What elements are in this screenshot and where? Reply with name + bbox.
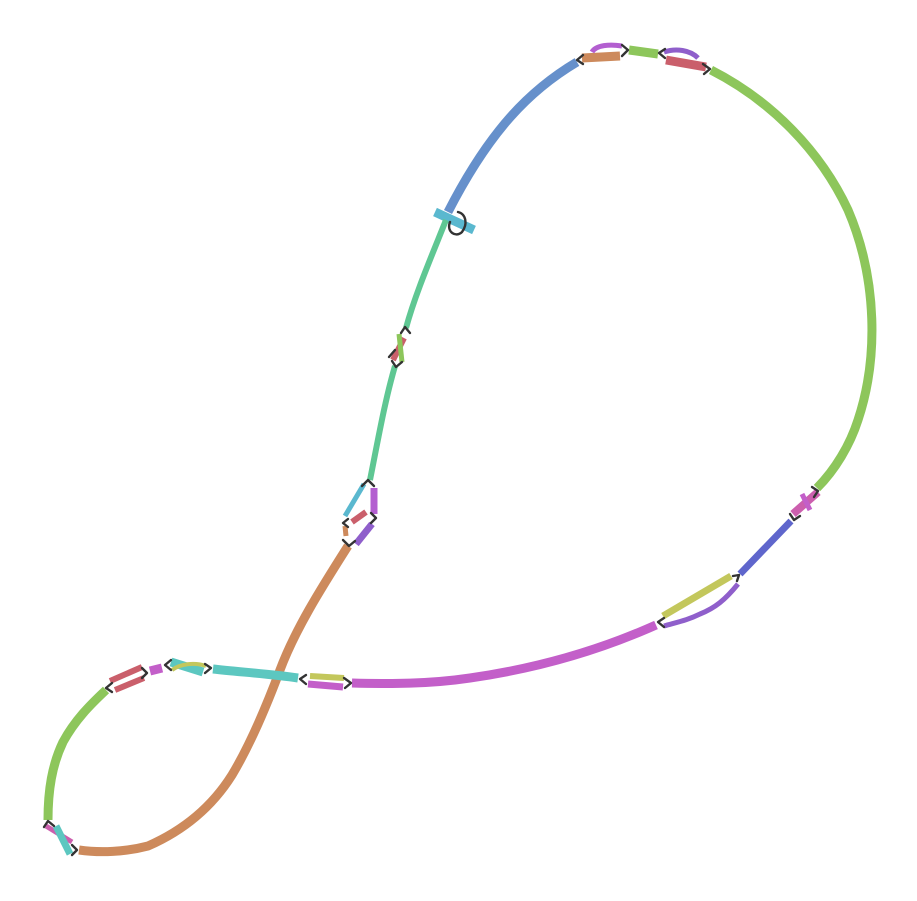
link-junction-top [360, 478, 376, 488]
link-right-indigo [731, 573, 741, 583]
node-red-left-bottom[interactable] [113, 675, 146, 693]
node-magenta-left-small[interactable] [148, 663, 164, 676]
link-junction-left [341, 517, 350, 529]
link-top-mid [657, 47, 667, 60]
node-teal-green-upper[interactable] [403, 218, 449, 329]
node-teal-green-lower[interactable] [367, 365, 398, 481]
node-cyan-crossbar[interactable] [433, 207, 476, 235]
node-magenta-right-small[interactable] [799, 492, 813, 512]
node-indigo-right[interactable] [737, 518, 794, 577]
node-purple-junction[interactable] [353, 521, 375, 547]
node-olive-left-small[interactable] [170, 661, 207, 672]
link-mid-bubble-left [298, 673, 308, 686]
node-magenta-mid-bubble[interactable] [307, 680, 344, 691]
link-junction-bottom [341, 538, 357, 548]
node-red-junction[interactable] [350, 509, 368, 525]
link-left-bottom-top [42, 819, 56, 829]
node-olive-bubble[interactable] [661, 572, 733, 620]
node-green-left-arc[interactable] [43, 686, 110, 821]
node-orange-top[interactable] [581, 51, 621, 63]
node-orange-long-strand[interactable] [78, 543, 352, 857]
link-left-red-right [140, 666, 149, 680]
link-junction-right [369, 511, 378, 525]
node-red-left-top[interactable] [108, 664, 144, 684]
node-magenta-long[interactable] [351, 620, 658, 688]
link-top-left-1 [575, 53, 585, 66]
node-olive-mid-bubble[interactable] [309, 673, 345, 681]
link-left-bottom-right [70, 843, 79, 857]
node-orange-junction-small[interactable] [342, 525, 349, 537]
link-top-right [701, 62, 712, 76]
link-right-pink-bottom [788, 512, 802, 522]
node-teal-left-bottom[interactable] [52, 824, 74, 856]
node-green-right-arc[interactable] [708, 65, 877, 492]
link-mid-upper-2 [387, 348, 397, 359]
link-right-bubble-left [656, 616, 666, 629]
link-cyan-loop [447, 210, 467, 236]
link-top-left-2 [620, 43, 630, 58]
link-mid-upper [399, 325, 412, 335]
node-violet-top[interactable] [589, 42, 623, 54]
link-left-teal-right [203, 662, 213, 675]
node-links [42, 43, 820, 857]
link-mid-lower [390, 359, 404, 369]
node-teal-left-short[interactable] [169, 657, 205, 677]
node-cyan-junction[interactable] [342, 482, 367, 518]
node-blue-upper-arc[interactable] [443, 58, 580, 215]
node-green-mid-small[interactable] [396, 333, 405, 363]
link-left-teal-left [163, 658, 173, 672]
node-purple-bubble[interactable] [663, 582, 740, 629]
link-mid-bubble-right [342, 676, 353, 690]
node-teal-left-long[interactable] [212, 664, 299, 683]
node-purple-top-right[interactable] [663, 47, 700, 60]
node-red-top-right[interactable] [665, 55, 707, 72]
link-left-red-left [104, 681, 114, 694]
node-green-top-small[interactable] [628, 45, 659, 59]
link-right-pink-top [810, 485, 820, 499]
